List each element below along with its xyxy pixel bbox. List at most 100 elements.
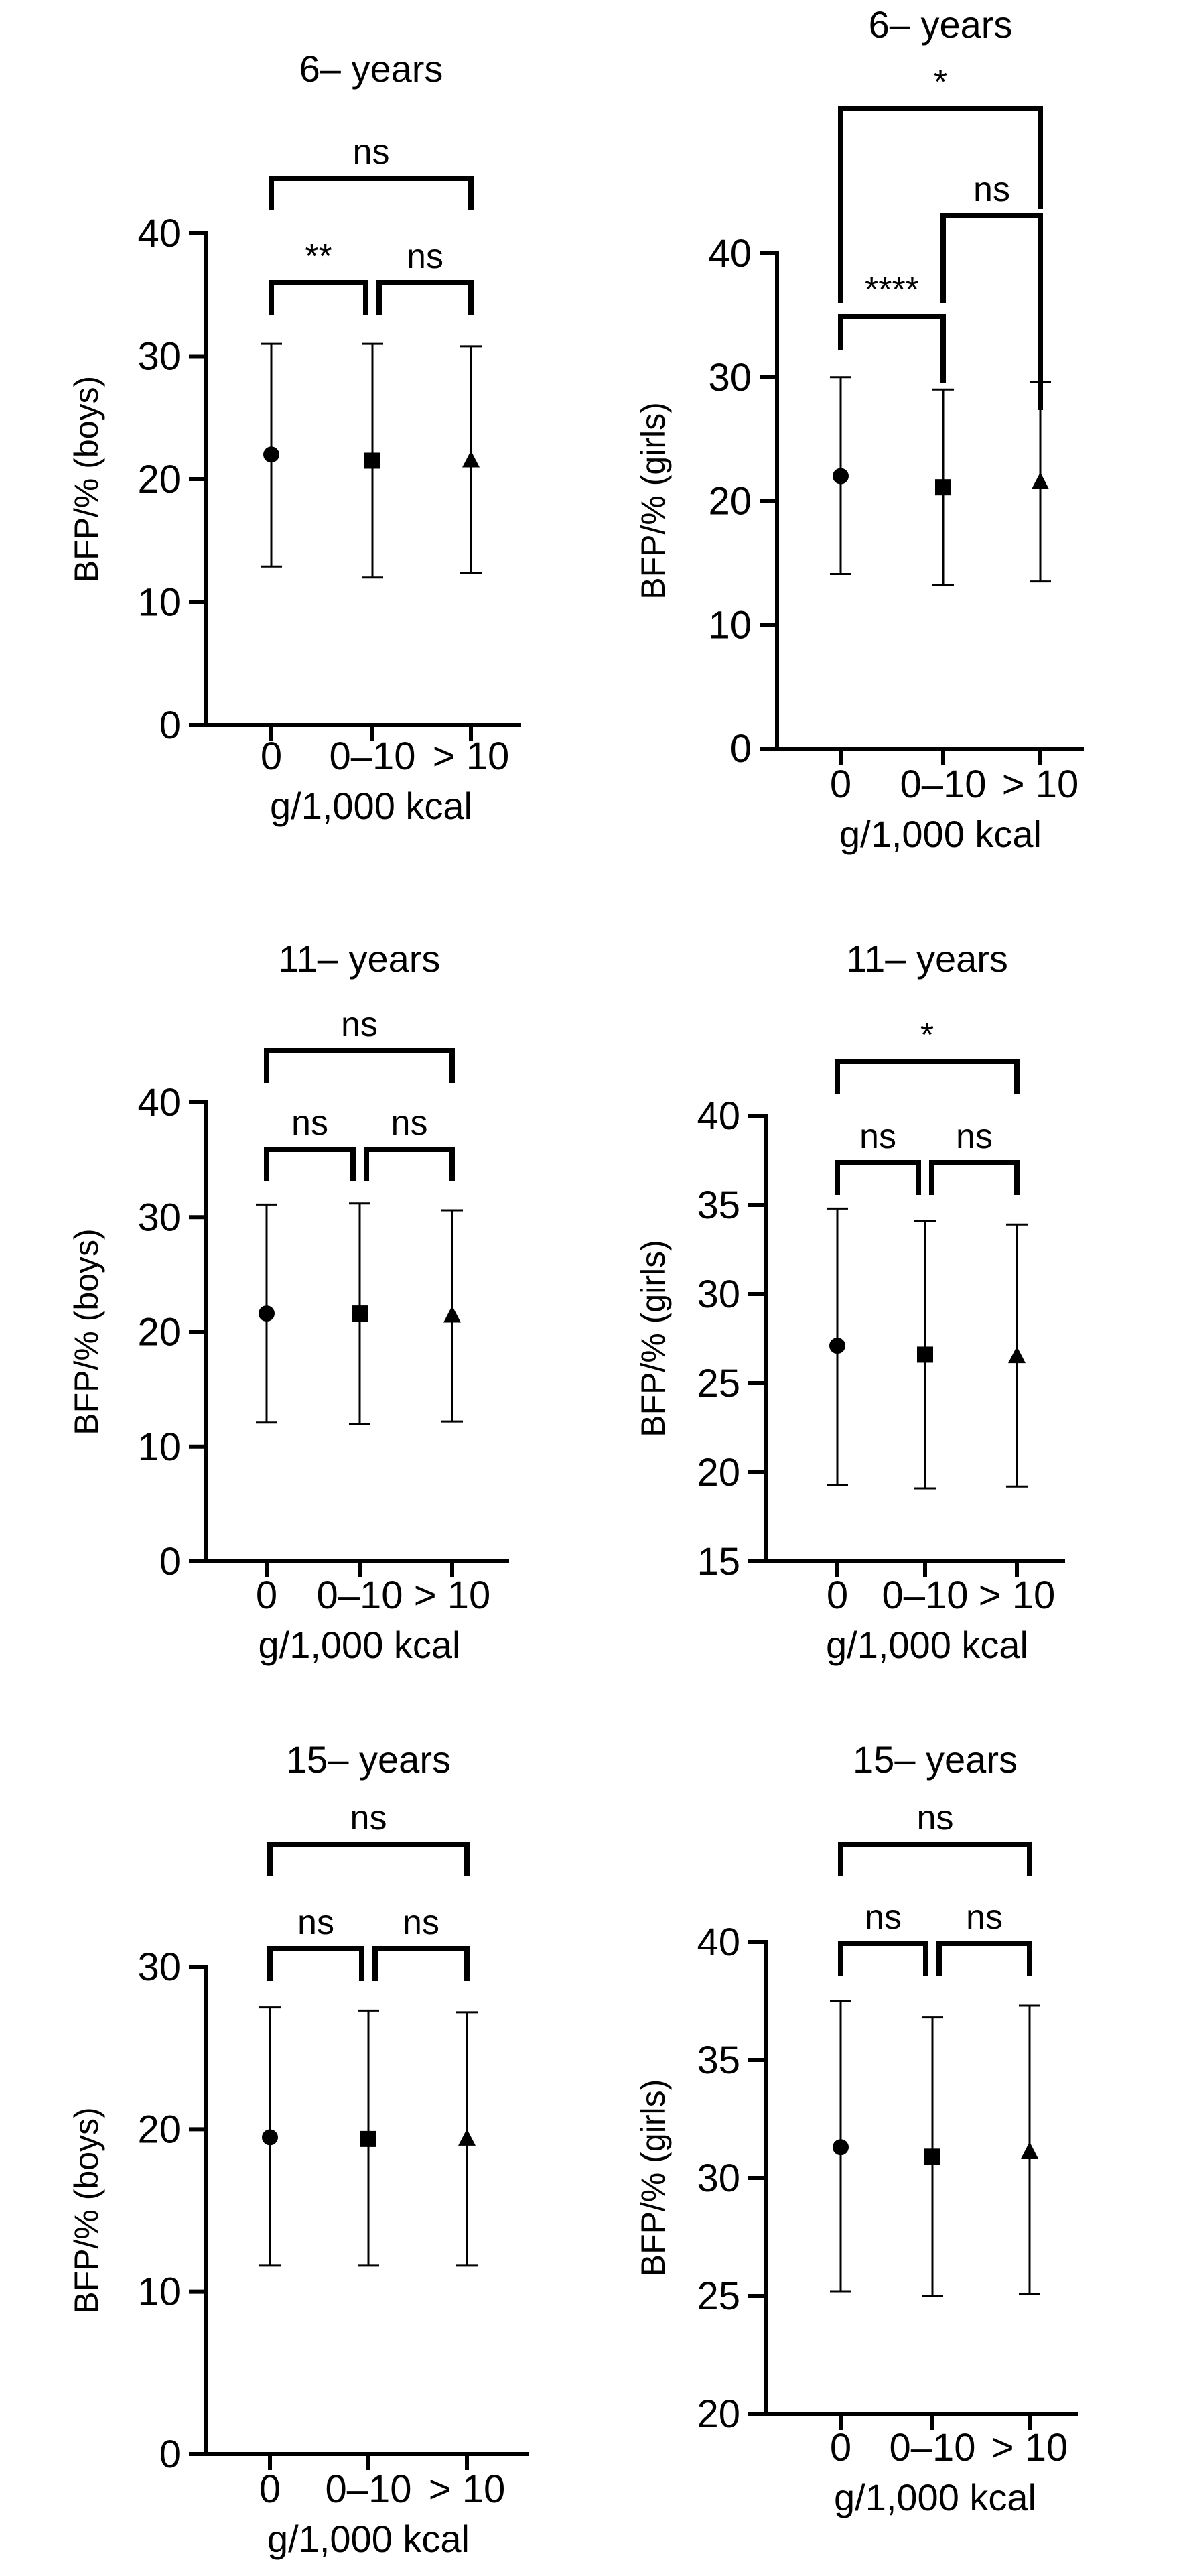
significance-label: ns — [341, 1005, 378, 1044]
x-tick-label: 0–10 — [325, 2467, 411, 2511]
y-tick-label: 25 — [697, 1362, 740, 1405]
data-point-triangle — [1032, 472, 1049, 489]
data-point-circle — [262, 2129, 278, 2146]
y-axis-label: BFP/% (girls) — [634, 2079, 672, 2276]
y-tick-label: 30 — [137, 335, 181, 379]
significance-bracket — [929, 1160, 1020, 1195]
significance-label: ns — [859, 1117, 896, 1156]
chart-title: 15– years — [286, 1738, 451, 1781]
data-point-square — [924, 2148, 940, 2165]
significance-label: ns — [353, 133, 390, 172]
significance-bracket — [835, 1059, 1020, 1094]
y-tick-label: 40 — [137, 212, 181, 255]
chart-title: 6– years — [299, 48, 443, 90]
data-point-circle — [833, 468, 849, 485]
y-axis-label: BFP/% (girls) — [634, 1240, 672, 1437]
y-tick-label: 10 — [708, 603, 752, 647]
y-tick-label: 0 — [730, 727, 752, 771]
x-tick-label: 0–10 — [889, 2426, 975, 2469]
y-tick-label: 30 — [137, 1196, 181, 1239]
x-axis-label: g/1,000 kcal — [270, 785, 472, 827]
y-tick-label: 20 — [697, 1451, 740, 1494]
y-tick-label: 0 — [159, 2433, 181, 2476]
significance-bracket — [838, 1941, 928, 1976]
x-axis-label: g/1,000 kcal — [834, 2476, 1036, 2518]
data-point-square — [364, 452, 380, 469]
y-tick-label: 40 — [697, 1921, 740, 1964]
x-axis-label: g/1,000 kcal — [267, 2518, 470, 2560]
x-tick-label: > 10 — [1002, 763, 1079, 806]
x-tick-label: 0 — [830, 763, 851, 806]
x-tick-label: > 10 — [991, 2426, 1068, 2469]
x-tick-label: > 10 — [979, 1573, 1056, 1617]
data-point-triangle — [458, 2128, 476, 2146]
chart-panel-2: 6– years 0 10 20 30 40 0 0–10 > 10 g/1,000 kcal BF… — [634, 3, 1084, 855]
y-tick-label: 10 — [137, 581, 181, 625]
data-point-square — [935, 479, 951, 496]
x-tick-label: 0 — [261, 734, 282, 778]
x-tick-label: 0 — [256, 1573, 277, 1617]
y-tick-label: 35 — [697, 2039, 740, 2082]
y-tick-label: 30 — [697, 2156, 740, 2200]
y-tick-label: 20 — [697, 2392, 740, 2436]
x-tick-label: > 10 — [433, 734, 510, 778]
significance-label: ns — [865, 1898, 902, 1937]
y-tick-label: 10 — [137, 1425, 181, 1469]
data-point-square — [360, 2130, 376, 2147]
y-tick-label: 30 — [137, 1945, 181, 1989]
y-tick-label: 30 — [708, 356, 752, 399]
y-tick-label: 15 — [697, 1540, 740, 1584]
y-tick-label: 20 — [137, 458, 181, 501]
significance-label: ns — [917, 1799, 954, 1838]
significance-label: ns — [973, 170, 1010, 209]
significance-label: * — [934, 63, 947, 102]
chart-panel-4: 11– years 15 20 25 30 35 40 0 0–10 > 10 g/1,000 kc… — [634, 938, 1065, 1666]
y-tick-label: 0 — [159, 1540, 181, 1584]
chart-panel-5: 15– years 0 10 20 30 0 0–10 > 10 g/1,000 kcal BFP… — [68, 1738, 529, 2560]
chart-panel-1: 6– years 0 10 20 30 40 0 0–10 > 10 g/1,000 kcal BF… — [68, 48, 521, 827]
significance-label: ns — [956, 1117, 993, 1156]
significance-label: ns — [291, 1104, 328, 1143]
significance-bracket — [838, 314, 946, 383]
significance-bracket — [838, 106, 1043, 303]
data-point-triangle — [1008, 1346, 1026, 1364]
significance-label: ns — [966, 1898, 1003, 1937]
significance-bracket — [364, 1147, 455, 1181]
significance-bracket — [835, 1160, 921, 1195]
data-point-triangle — [462, 450, 480, 468]
chart-panel-3: 11– years 0 10 20 30 40 0 0–10 > 10 g/1,000 kcal B… — [68, 938, 509, 1666]
chart-title: 11– years — [846, 938, 1008, 980]
x-tick-label: > 10 — [429, 2467, 506, 2511]
x-tick-label: 0–10 — [900, 763, 986, 806]
x-axis-label: g/1,000 kcal — [826, 1624, 1028, 1666]
significance-bracket — [264, 1147, 356, 1181]
significance-bracket — [838, 1842, 1032, 1876]
data-point-circle — [259, 1305, 275, 1322]
data-point-triangle — [443, 1305, 461, 1323]
y-tick-label: 40 — [708, 232, 752, 275]
y-tick-label: 10 — [137, 2270, 181, 2314]
x-tick-label: 0–10 — [316, 1573, 403, 1617]
significance-label: ns — [403, 1903, 439, 1942]
chart-title: 6– years — [869, 3, 1013, 46]
data-point-square — [917, 1346, 933, 1363]
significance-bracket — [269, 176, 474, 210]
y-tick-label: 30 — [697, 1273, 740, 1316]
significance-label: ns — [407, 237, 443, 276]
significance-label: ** — [305, 237, 332, 276]
y-tick-label: 35 — [697, 1183, 740, 1227]
x-tick-label: 0 — [827, 1573, 848, 1617]
data-point-triangle — [1021, 2142, 1038, 2159]
significance-label: **** — [865, 271, 919, 310]
significance-bracket — [940, 213, 1043, 410]
y-tick-label: 40 — [697, 1094, 740, 1138]
y-tick-label: 20 — [708, 480, 752, 523]
significance-bracket — [936, 1941, 1032, 1976]
x-tick-label: 0–10 — [882, 1573, 968, 1617]
significance-bracket — [376, 280, 474, 315]
significance-label: * — [920, 1016, 934, 1055]
data-point-circle — [829, 1338, 845, 1354]
y-tick-label: 20 — [137, 1311, 181, 1354]
y-tick-label: 0 — [159, 704, 181, 747]
